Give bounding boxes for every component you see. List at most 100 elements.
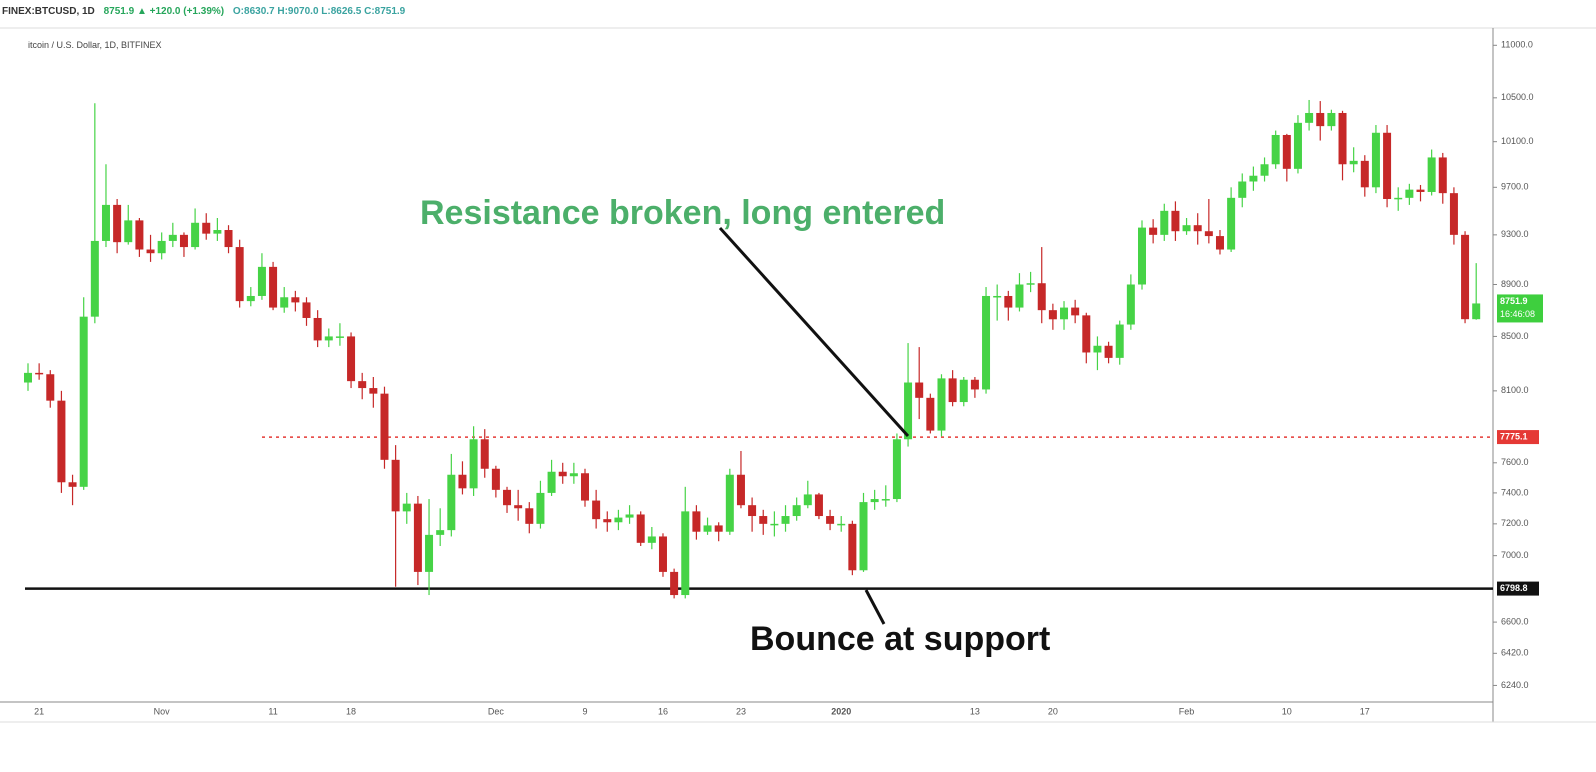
candle-body xyxy=(725,474,734,532)
candle-body xyxy=(770,523,779,526)
x-tick-label: 23 xyxy=(736,706,746,716)
candle-body xyxy=(1238,181,1247,198)
y-tick-label: 10100.0 xyxy=(1501,136,1534,146)
symbol: FINEX:BTCUSD, 1D xyxy=(2,6,95,17)
candle-body xyxy=(436,530,445,535)
candle-body xyxy=(124,220,133,243)
last-price-tag xyxy=(1497,294,1543,323)
annotation-pointer xyxy=(718,226,910,438)
y-tick-label: 6240.0 xyxy=(1501,680,1529,690)
candle-body xyxy=(658,536,667,572)
last-price-label: 8751.9 xyxy=(1500,296,1528,306)
candle-body xyxy=(1082,315,1091,353)
candle-body xyxy=(101,204,110,241)
candle-body xyxy=(235,247,244,302)
price-change: 8751.9 ▲ +120.0 (+1.39%) xyxy=(103,6,225,17)
chart-subtitle: itcoin / U.S. Dollar, 1D, BITFINEX xyxy=(28,40,162,50)
candle-body xyxy=(1349,160,1358,165)
candle-body xyxy=(581,473,589,501)
candle-body xyxy=(168,234,177,241)
candle-body xyxy=(792,505,801,517)
candle-body xyxy=(113,204,122,243)
candle-body xyxy=(514,505,523,509)
candle-body xyxy=(1171,210,1180,232)
candle-body xyxy=(358,381,367,389)
candle-body xyxy=(1438,157,1447,194)
candle-body xyxy=(280,297,289,308)
candle-body xyxy=(1093,345,1102,353)
y-tick-label: 6600.0 xyxy=(1501,616,1529,626)
candle-body xyxy=(870,499,879,503)
y-tick-label: 9700.0 xyxy=(1501,182,1529,192)
candle-body xyxy=(480,439,489,469)
candle-body xyxy=(79,316,88,487)
candle-body xyxy=(881,499,890,501)
candle-body xyxy=(848,523,857,571)
candle-body xyxy=(1138,227,1146,285)
x-tick-label: 11 xyxy=(268,706,277,716)
candle-body xyxy=(369,388,378,394)
y-tick-label: 7000.0 xyxy=(1501,550,1529,560)
candle-body xyxy=(213,230,222,234)
candle-body xyxy=(569,473,578,477)
candle-body xyxy=(1427,157,1436,192)
x-tick-label: Feb xyxy=(1179,706,1195,716)
candle-body xyxy=(35,372,44,375)
y-tick-label: 7200.0 xyxy=(1501,518,1529,528)
candle-body xyxy=(68,482,77,487)
price-tag xyxy=(1497,430,1539,445)
y-tick-label: 9300.0 xyxy=(1501,229,1529,239)
candle-body xyxy=(447,474,456,531)
candle-body xyxy=(714,525,723,532)
candle-body xyxy=(257,266,266,296)
candle-body xyxy=(1461,234,1470,320)
candle-body xyxy=(1472,303,1481,320)
candle-body xyxy=(926,397,935,431)
candle-body xyxy=(469,439,478,489)
candle-body xyxy=(324,336,333,341)
x-tick-label: Dec xyxy=(488,706,505,716)
price-tag-label: 7775.1 xyxy=(1500,431,1528,441)
countdown-label: 16:46:08 xyxy=(1500,309,1535,319)
candle-body xyxy=(892,439,901,500)
candle-body xyxy=(1360,160,1369,188)
candle-body xyxy=(525,508,534,524)
candle-body xyxy=(1405,189,1414,198)
x-tick-label: Nov xyxy=(154,706,171,716)
candle-body xyxy=(993,295,1002,298)
candle-body xyxy=(425,534,434,572)
y-tick-label: 11000.0 xyxy=(1501,40,1533,50)
candle-body xyxy=(692,511,701,532)
candle-body xyxy=(1182,225,1191,232)
candle-body xyxy=(491,468,500,490)
candle-body xyxy=(948,378,957,403)
price-tag xyxy=(1497,581,1539,596)
candle-body xyxy=(90,240,99,317)
candle-body xyxy=(1060,307,1069,320)
candle-body xyxy=(1449,193,1458,235)
candle-body xyxy=(335,336,344,338)
x-tick-label: 17 xyxy=(1360,706,1370,716)
candle-body xyxy=(1293,122,1302,169)
candle-body xyxy=(603,519,612,523)
candle-body xyxy=(826,516,835,524)
candle-body xyxy=(536,492,545,524)
ohlc: O:8630.7 H:9070.0 L:8626.5 C:8751.9 xyxy=(232,6,406,17)
candle-body xyxy=(1149,227,1158,235)
x-tick-label: 2020 xyxy=(831,706,851,716)
candle-body xyxy=(24,372,32,383)
candle-body xyxy=(592,500,601,520)
candle-body xyxy=(647,536,656,543)
candle-body xyxy=(1383,132,1392,200)
candle-body xyxy=(748,505,757,517)
candle-body xyxy=(1316,112,1325,127)
x-tick-label: 13 xyxy=(970,706,980,716)
candle-body xyxy=(803,494,812,506)
candle-body xyxy=(703,525,712,532)
y-tick-label: 8900.0 xyxy=(1501,279,1529,289)
candle-body xyxy=(1104,345,1113,358)
candle-body xyxy=(1416,189,1425,192)
candle-body xyxy=(781,516,790,524)
